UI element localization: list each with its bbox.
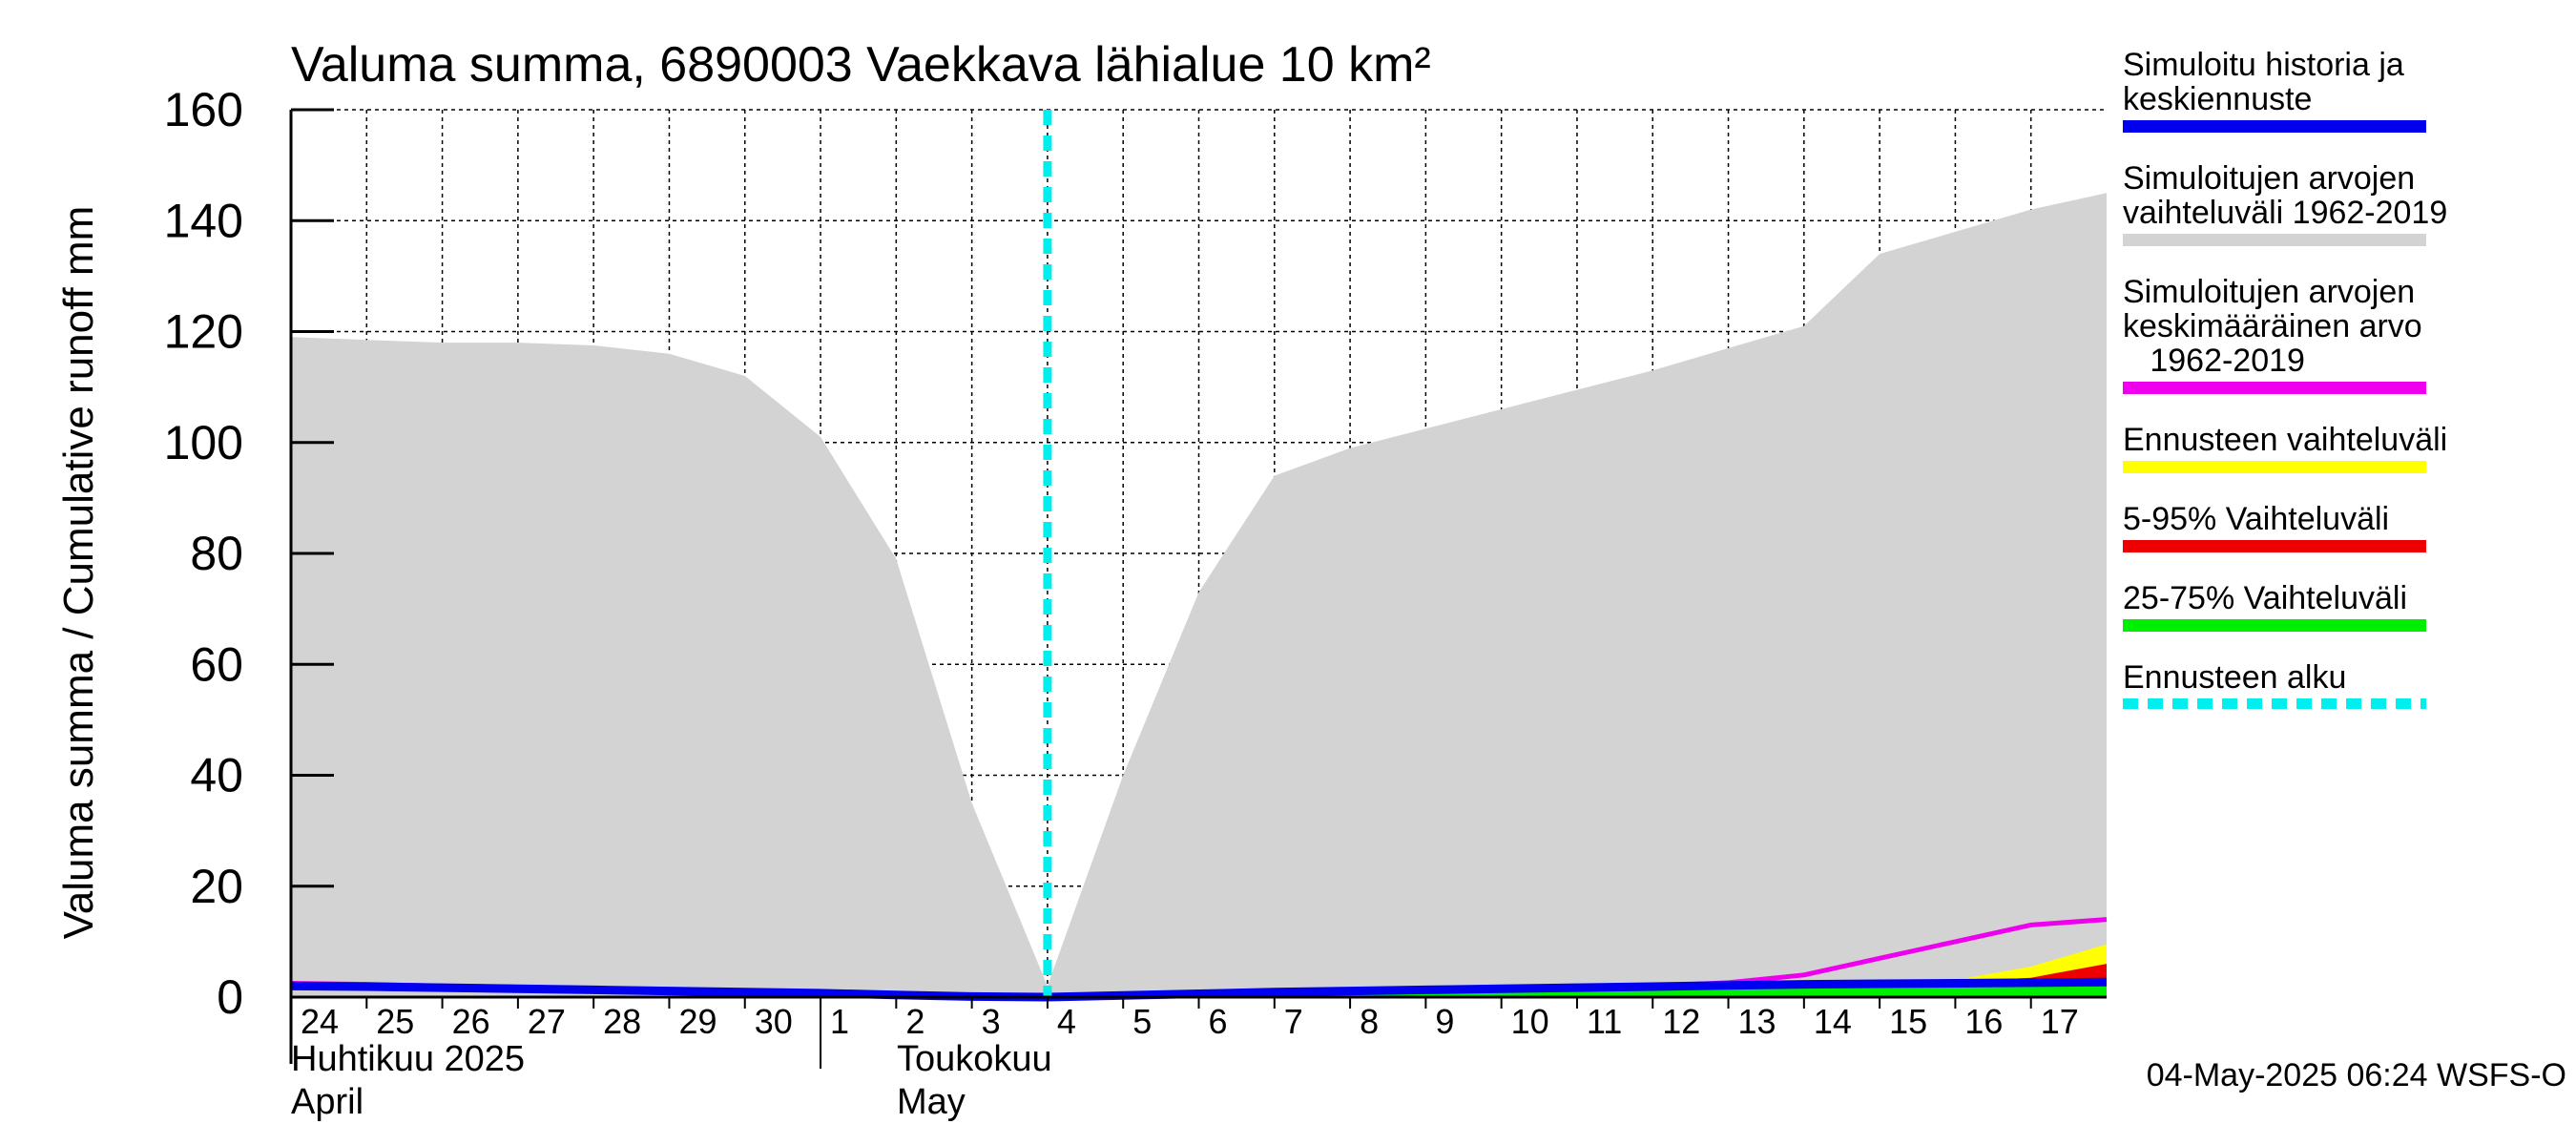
y-tick-labels: 0 20 40 60 80 100 120 140 160: [164, 83, 243, 1024]
legend: Simuloitu historia ja keskiennuste Simul…: [2123, 48, 2571, 738]
x-tick-label: 25: [376, 1002, 414, 1041]
x-tick-label: 10: [1511, 1002, 1549, 1041]
month-label-april-fi: Huhtikuu 2025: [291, 1039, 525, 1079]
legend-swatch: [2123, 120, 2426, 133]
x-tick-label: 14: [1814, 1002, 1852, 1041]
x-tick-label: 24: [301, 1002, 339, 1041]
x-tick-label: 2: [905, 1002, 924, 1041]
x-tick-label: 8: [1360, 1002, 1379, 1041]
x-tick-label: 17: [2041, 1002, 2079, 1041]
timestamp: 04-May-2025 06:24 WSFS-O: [2146, 1057, 2566, 1093]
legend-label: Simuloitujen arvojen keskimääräinen arvo…: [2123, 274, 2422, 379]
chart-title: Valuma summa, 6890003 Vaekkava lähialue …: [291, 37, 1431, 93]
month-label-april-en: April: [291, 1082, 364, 1122]
x-tick-label: 4: [1057, 1002, 1076, 1041]
legend-item-forecast-range: Ennusteen vaihteluväli: [2123, 423, 2571, 473]
x-tick-labels: 24 25 26 27 28 29 30 1 2 3 4 5 6 7 8 9 10 11 12 13 14 15 16 17: [301, 1002, 2079, 1041]
x-tick-label: 28: [603, 1002, 641, 1041]
legend-item-mean-1962-2019: Simuloitujen arvojen keskimääräinen arvo…: [2123, 275, 2571, 394]
legend-swatch: [2123, 234, 2426, 246]
x-tick-label: 3: [982, 1002, 1001, 1041]
legend-swatch: [2123, 619, 2426, 632]
legend-swatch: [2123, 540, 2426, 552]
legend-item-history: Simuloitu historia ja keskiennuste: [2123, 48, 2571, 133]
legend-swatch: [2123, 461, 2426, 473]
series-line-5: [290, 977, 2108, 1002]
legend-label: Simuloitu historia ja keskiennuste: [2123, 47, 2404, 117]
series-band-0: [291, 193, 2107, 997]
x-tick-label: 30: [755, 1002, 793, 1041]
legend-label: Ennusteen alku: [2123, 659, 2347, 696]
legend-label: 5-95% Vaihteluväli: [2123, 501, 2390, 537]
legend-swatch: [2123, 698, 2426, 709]
y-tick-label: 120: [164, 305, 243, 359]
x-tick-label: 26: [452, 1002, 490, 1041]
axes: [289, 108, 2107, 1069]
y-tick-label: 0: [217, 970, 243, 1024]
y-tick-label: 160: [164, 83, 243, 136]
legend-label: Ennusteen vaihteluväli: [2123, 422, 2448, 458]
legend-swatch: [2123, 382, 2426, 394]
legend-item-forecast-start: Ennusteen alku: [2123, 660, 2571, 709]
y-tick-label: 80: [190, 527, 243, 580]
x-tick-label: 16: [1964, 1002, 2003, 1041]
x-tick-label: 5: [1132, 1002, 1152, 1041]
series-group: [290, 110, 2108, 1002]
x-tick-label: 1: [830, 1002, 849, 1041]
x-tick-label: 6: [1209, 1002, 1228, 1041]
x-tick-label: 9: [1435, 1002, 1454, 1041]
legend-item-5-95: 5-95% Vaihteluväli: [2123, 502, 2571, 552]
y-axis-label: Valuma summa / Cumulative runoff mm: [55, 206, 102, 940]
y-tick-label: 40: [190, 749, 243, 802]
month-label-may-fi: Toukokuu: [897, 1039, 1052, 1079]
x-tick-label: 27: [528, 1002, 566, 1041]
legend-label: Simuloitujen arvojen vaihteluväli 1962-2…: [2123, 160, 2448, 231]
x-tick-label: 11: [1587, 1002, 1622, 1041]
legend-label: 25-75% Vaihteluväli: [2123, 580, 2407, 616]
x-tick-label: 29: [678, 1002, 717, 1041]
x-tick-label: 15: [1889, 1002, 1927, 1041]
y-tick-label: 20: [190, 860, 243, 913]
y-tick-label: 100: [164, 416, 243, 469]
x-tick-label: 7: [1284, 1002, 1303, 1041]
x-tick-label: 12: [1662, 1002, 1700, 1041]
legend-item-25-75: 25-75% Vaihteluväli: [2123, 581, 2571, 632]
legend-item-range-1962-2019: Simuloitujen arvojen vaihteluväli 1962-2…: [2123, 161, 2571, 246]
x-tick-label: 13: [1738, 1002, 1776, 1041]
y-tick-label: 140: [164, 194, 243, 247]
month-label-may-en: May: [897, 1082, 966, 1122]
y-tick-label: 60: [190, 637, 243, 691]
